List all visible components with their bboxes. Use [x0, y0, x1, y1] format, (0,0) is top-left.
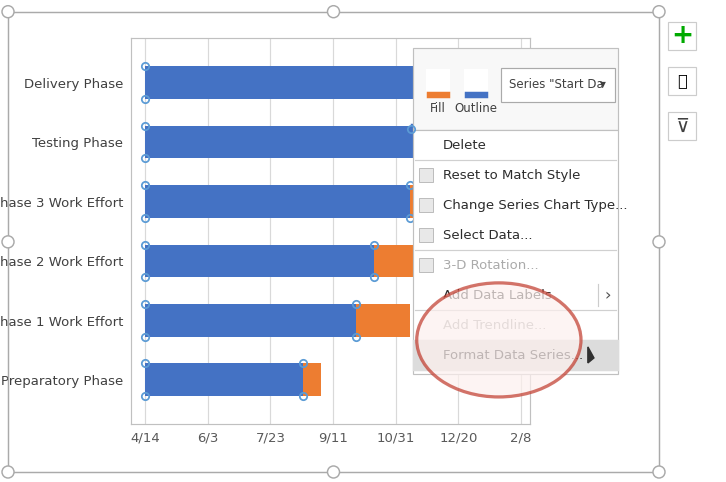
Bar [356, 304, 410, 336]
Bar [145, 126, 428, 159]
FancyBboxPatch shape [501, 68, 615, 102]
Text: Change Series Chart Type...: Change Series Chart Type... [443, 199, 627, 212]
Text: Delete: Delete [443, 138, 486, 151]
Text: Format Data Series...: Format Data Series... [443, 348, 583, 362]
Text: +: + [671, 23, 693, 49]
Bar [668, 112, 696, 140]
Bar [427, 92, 449, 97]
Text: ⊽: ⊽ [675, 117, 689, 135]
Circle shape [2, 466, 14, 478]
Bar [491, 124, 521, 134]
Text: ›: › [605, 287, 611, 303]
Bar [668, 67, 696, 95]
Circle shape [653, 236, 665, 248]
Bar [412, 340, 618, 370]
Bar [419, 168, 433, 182]
Bar [428, 126, 468, 159]
Circle shape [653, 6, 665, 18]
Text: ▾: ▾ [600, 78, 605, 91]
Bar [145, 67, 446, 99]
Polygon shape [588, 347, 594, 363]
Text: Reset to Match Style: Reset to Match Style [443, 169, 580, 182]
FancyBboxPatch shape [425, 69, 449, 93]
Text: 3-D Rotation...: 3-D Rotation... [443, 258, 538, 271]
Bar [145, 363, 303, 396]
Circle shape [327, 6, 340, 18]
Bar [145, 245, 374, 277]
Text: Select Data...: Select Data... [443, 228, 532, 241]
Bar [419, 228, 433, 242]
Bar [465, 92, 486, 97]
Ellipse shape [417, 283, 581, 397]
Bar [412, 48, 618, 130]
Bar [412, 130, 618, 374]
Text: Series "Start Da: Series "Start Da [509, 78, 603, 91]
Bar [410, 186, 424, 218]
Bar [145, 186, 410, 218]
FancyBboxPatch shape [464, 69, 488, 93]
Bar [303, 363, 320, 396]
Circle shape [653, 466, 665, 478]
Text: Add Data Labels: Add Data Labels [443, 289, 551, 302]
Bar [411, 124, 491, 134]
Circle shape [2, 236, 14, 248]
Bar [419, 258, 433, 272]
Circle shape [2, 6, 14, 18]
Text: Outline: Outline [454, 102, 497, 115]
Text: Add Trendline...: Add Trendline... [443, 319, 546, 332]
Circle shape [327, 466, 340, 478]
Bar [419, 198, 433, 212]
Text: Fill: Fill [430, 102, 446, 115]
Bar [374, 245, 446, 277]
Bar [145, 304, 356, 336]
Text: 🖌: 🖌 [677, 73, 687, 89]
Bar [668, 22, 696, 50]
Bar [8, 12, 659, 472]
